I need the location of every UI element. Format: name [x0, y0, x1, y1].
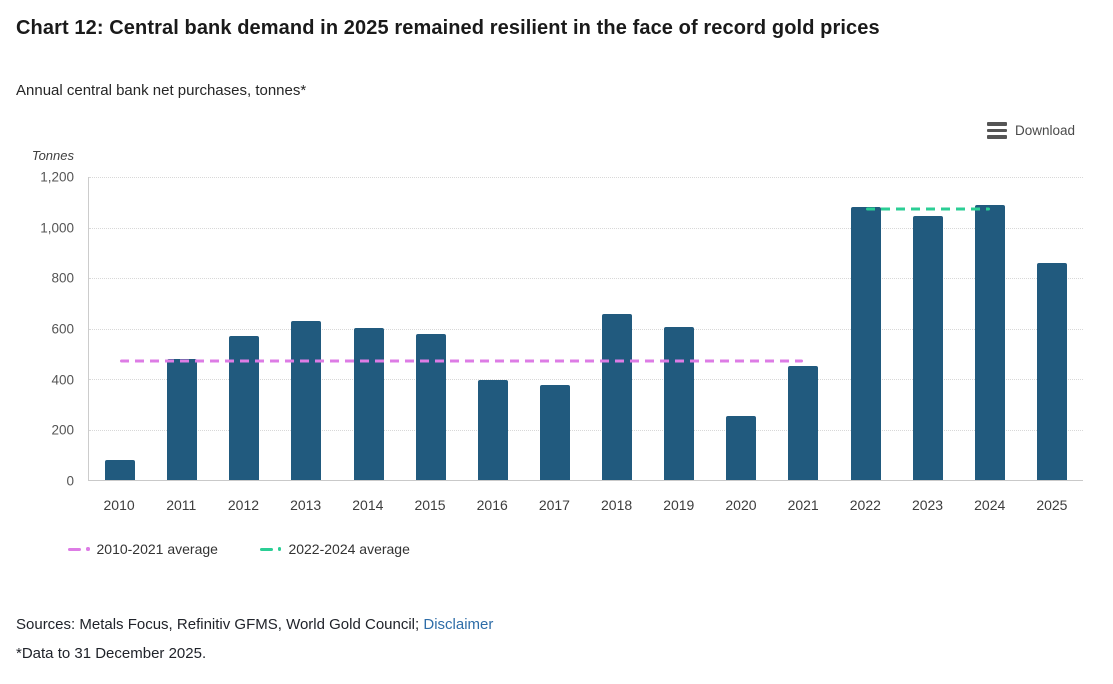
- x-tick-label-2015: 2015: [414, 497, 446, 513]
- bar-column-2014: [338, 177, 400, 480]
- bar-2023[interactable]: [912, 216, 943, 480]
- legend-dash: [259, 547, 273, 551]
- bar-column-2019: [648, 177, 710, 480]
- bar-column-2012: [213, 177, 275, 480]
- chart-title: Chart 12: Central bank demand in 2025 re…: [16, 17, 880, 39]
- bar-2015[interactable]: [415, 333, 446, 480]
- bar-column-2021: [772, 177, 834, 480]
- legend-dash: [68, 547, 81, 551]
- y-tick-label: 1,200: [40, 169, 74, 185]
- bar-column-2024: [959, 177, 1021, 480]
- x-tick-label-2013: 2013: [290, 497, 322, 513]
- x-tick-label-2020: 2020: [725, 497, 757, 513]
- x-tick-label-2018: 2018: [601, 497, 633, 513]
- y-tick-label: 1,000: [40, 220, 74, 236]
- y-axis-unit-label: Tonnes: [31, 148, 74, 163]
- x-tick-label-2012: 2012: [227, 497, 260, 513]
- x-axis-labels: 2010 2011 2012 2013 2014 2015 2016 2017 2018 2019…: [88, 497, 1083, 513]
- bar-2010[interactable]: [105, 460, 136, 480]
- y-axis-labels: 0 200 400 600 800 1,000 1,200: [0, 170, 74, 489]
- gridline-400: [89, 379, 1083, 380]
- bar-column-2018: [586, 177, 648, 480]
- gridline-200: [89, 429, 1083, 431]
- gridline-800: [89, 278, 1083, 279]
- hamburger-menu-icon: [986, 122, 1007, 139]
- sources-text: Sources: Metals Focus, Refinitiv GFMS, W…: [16, 616, 424, 633]
- download-button[interactable]: Download: [986, 122, 1075, 139]
- x-tick-label-2017: 2017: [538, 497, 570, 513]
- bar-2019[interactable]: [664, 327, 695, 480]
- legend-item-2010-2021-average[interactable]: 2010-2021 average: [68, 541, 218, 557]
- x-tick-label-2025: 2025: [1036, 497, 1068, 513]
- bar-column-2022: [835, 177, 897, 480]
- x-tick-label-2024: 2024: [974, 497, 1006, 513]
- bar-column-2020: [710, 177, 772, 480]
- bar-2011[interactable]: [167, 358, 198, 480]
- y-tick-label: 800: [51, 270, 74, 286]
- disclaimer-link[interactable]: Disclaimer: [423, 616, 494, 633]
- x-tick-label-2023: 2023: [911, 497, 944, 513]
- bar-column-2023: [897, 177, 959, 480]
- bar-column-2015: [400, 177, 462, 480]
- 2010-2021-average-line: [120, 359, 804, 363]
- gridline-600: [89, 328, 1083, 330]
- footnote: *Data to 31 December 2025.: [16, 645, 207, 662]
- legend-dot: [277, 547, 282, 551]
- legend-dash-dot-icon: [259, 547, 282, 551]
- y-tick-label: 600: [51, 321, 74, 337]
- plot-area: [88, 177, 1083, 481]
- x-tick-label-2021: 2021: [787, 497, 819, 513]
- bar-column-2016: [462, 177, 524, 480]
- bar-2024[interactable]: [974, 204, 1005, 480]
- gridline-1000: [89, 227, 1083, 229]
- legend-label: 2022-2024 average: [288, 541, 410, 557]
- bar-2012[interactable]: [229, 336, 260, 480]
- y-tick-label: 0: [66, 473, 74, 489]
- download-label: Download: [1014, 122, 1075, 138]
- chart-subtitle: Annual central bank net purchases, tonne…: [16, 82, 307, 99]
- bars-row: [89, 177, 1083, 480]
- legend-label: 2010-2021 average: [96, 541, 218, 557]
- legend-dash-dot-icon: [68, 547, 90, 551]
- legend-item-2022-2024-average[interactable]: 2022-2024 average: [259, 541, 410, 557]
- 2022-2024-average-line: [865, 207, 990, 211]
- x-tick-label-2019: 2019: [663, 497, 695, 513]
- gridline-1200: [89, 177, 1083, 178]
- bar-column-2017: [524, 177, 586, 480]
- bar-2018[interactable]: [602, 314, 633, 480]
- sources-line: Sources: Metals Focus, Refinitiv GFMS, W…: [16, 616, 493, 633]
- bar-2016[interactable]: [477, 380, 508, 480]
- bar-2020[interactable]: [726, 415, 757, 480]
- x-tick-label-2014: 2014: [352, 497, 384, 513]
- bar-column-2011: [151, 177, 213, 480]
- bar-2025[interactable]: [1036, 262, 1067, 480]
- bar-2022[interactable]: [850, 207, 881, 480]
- bar-column-2013: [275, 177, 337, 480]
- bar-column-2025: [1021, 177, 1083, 480]
- x-tick-label-2016: 2016: [476, 497, 508, 513]
- y-tick-label: 200: [51, 422, 74, 438]
- x-tick-label-2011: 2011: [166, 497, 197, 513]
- bar-2013[interactable]: [291, 321, 322, 480]
- bar-2021[interactable]: [788, 366, 819, 480]
- bar-column-2010: [89, 177, 151, 480]
- legend: 2010-2021 average 2022-2024 average: [68, 541, 410, 557]
- x-tick-label-2022: 2022: [849, 497, 881, 513]
- y-tick-label: 400: [51, 372, 74, 388]
- legend-dot: [86, 547, 90, 551]
- bar-2014[interactable]: [353, 328, 384, 480]
- x-tick-label-2010: 2010: [103, 497, 135, 513]
- bar-2017[interactable]: [539, 385, 570, 480]
